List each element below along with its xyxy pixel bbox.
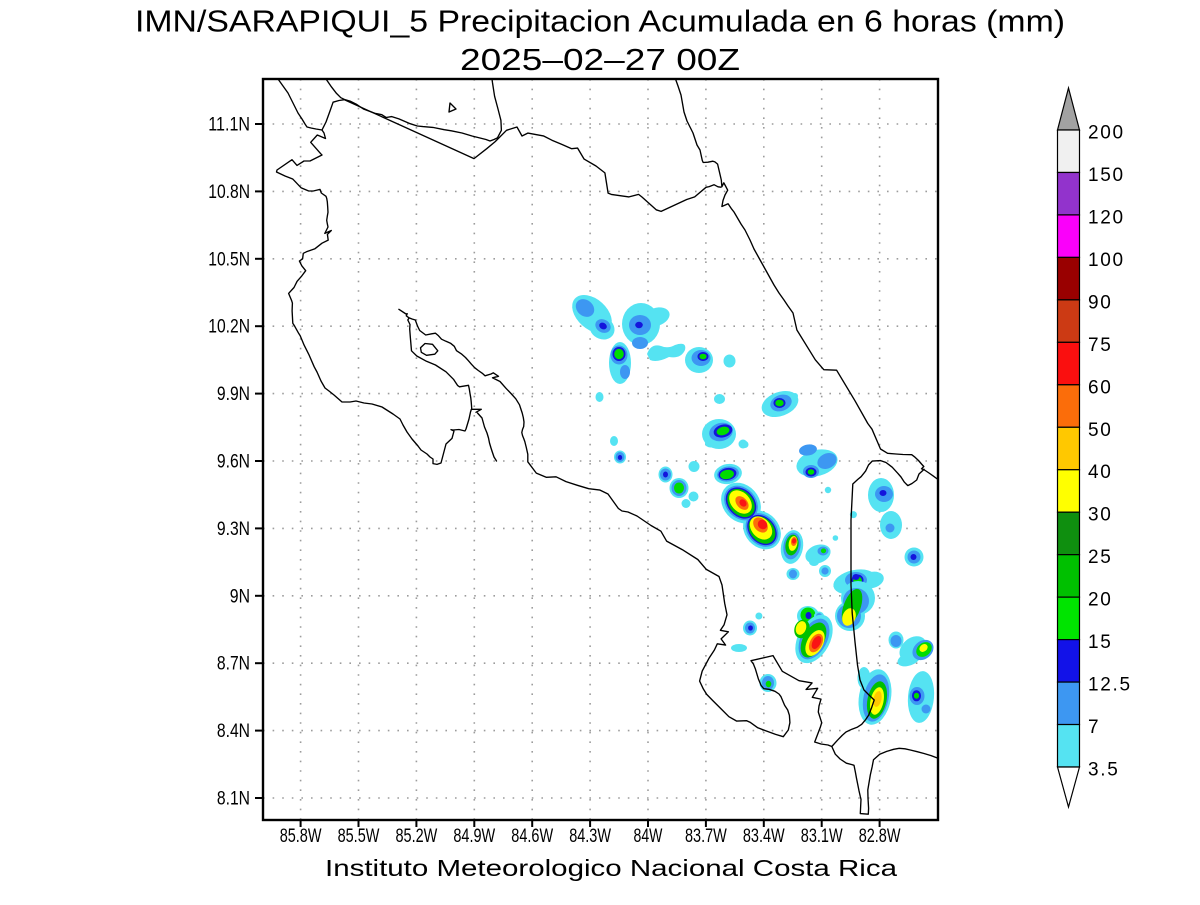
svg-text:84.3W: 84.3W bbox=[569, 826, 611, 847]
svg-text:75: 75 bbox=[1088, 335, 1113, 356]
svg-text:10.2N: 10.2N bbox=[208, 317, 250, 338]
svg-text:8.1N: 8.1N bbox=[217, 789, 250, 810]
svg-text:84W: 84W bbox=[634, 826, 663, 847]
svg-text:50: 50 bbox=[1088, 420, 1113, 441]
svg-text:9.3N: 9.3N bbox=[217, 519, 250, 540]
svg-text:40: 40 bbox=[1088, 462, 1113, 483]
svg-text:11.1N: 11.1N bbox=[208, 115, 250, 136]
svg-text:120: 120 bbox=[1088, 207, 1125, 228]
svg-text:100: 100 bbox=[1088, 250, 1125, 271]
svg-text:82.8W: 82.8W bbox=[859, 826, 901, 847]
svg-text:60: 60 bbox=[1088, 377, 1113, 398]
svg-text:8.7N: 8.7N bbox=[217, 654, 250, 675]
svg-text:9N: 9N bbox=[230, 586, 250, 607]
svg-text:25: 25 bbox=[1088, 547, 1113, 568]
svg-text:9.6N: 9.6N bbox=[217, 452, 250, 473]
svg-text:150: 150 bbox=[1088, 165, 1125, 186]
svg-text:2025–02–27 00Z: 2025–02–27 00Z bbox=[460, 42, 740, 77]
svg-text:83.4W: 83.4W bbox=[743, 826, 785, 847]
svg-text:20: 20 bbox=[1088, 590, 1113, 611]
svg-text:85.2W: 85.2W bbox=[396, 826, 438, 847]
svg-text:83.7W: 83.7W bbox=[685, 826, 727, 847]
svg-text:IMN/SARAPIQUI_5 Precipitacion: IMN/SARAPIQUI_5 Precipitacion Acumulada … bbox=[135, 4, 1065, 39]
svg-text:15: 15 bbox=[1088, 632, 1113, 653]
svg-text:90: 90 bbox=[1088, 292, 1113, 313]
svg-text:30: 30 bbox=[1088, 505, 1113, 526]
svg-text:3.5: 3.5 bbox=[1088, 760, 1120, 781]
svg-text:9.9N: 9.9N bbox=[217, 384, 250, 405]
svg-text:10.8N: 10.8N bbox=[208, 182, 250, 203]
svg-text:10.5N: 10.5N bbox=[208, 249, 250, 270]
svg-text:83.1W: 83.1W bbox=[801, 826, 843, 847]
svg-text:8.4N: 8.4N bbox=[217, 721, 250, 742]
svg-text:12.5: 12.5 bbox=[1088, 675, 1132, 696]
svg-text:200: 200 bbox=[1088, 123, 1125, 144]
svg-text:Instituto Meteorologico Nacion: Instituto Meteorologico Nacional Costa R… bbox=[325, 855, 897, 881]
svg-text:84.6W: 84.6W bbox=[511, 826, 553, 847]
svg-text:84.9W: 84.9W bbox=[453, 826, 495, 847]
svg-text:85.8W: 85.8W bbox=[280, 826, 322, 847]
svg-text:85.5W: 85.5W bbox=[338, 826, 380, 847]
svg-text:7: 7 bbox=[1088, 717, 1100, 738]
